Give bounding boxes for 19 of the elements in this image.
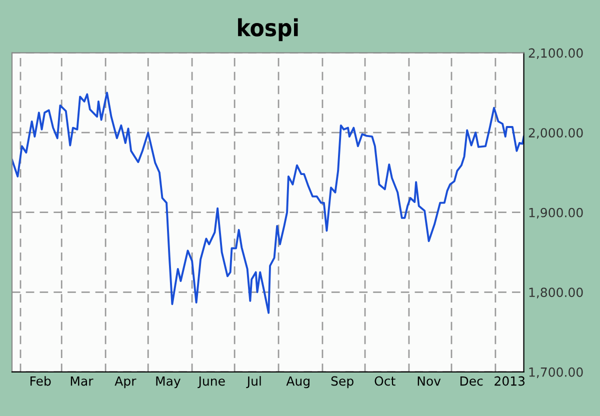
x-tick-label: Dec <box>460 376 483 386</box>
y-tick-label: 1,800.00 <box>529 288 583 298</box>
y-tick-label: 1,700.00 <box>529 367 583 378</box>
x-tick-label: Mar <box>70 376 94 386</box>
y-tick-label: 2,100.00 <box>528 48 583 60</box>
line-series <box>12 92 524 314</box>
x-tick-label: June <box>198 376 225 388</box>
x-tick-label: Jul <box>246 376 261 388</box>
x-tick-label: May <box>156 376 180 388</box>
chart-title: kospi <box>238 18 298 42</box>
x-tick-label: Nov <box>418 376 441 386</box>
x-tick-label: Oct <box>374 376 396 386</box>
x-tick-label: Apr <box>114 376 136 388</box>
x-tick-label: 2013 <box>494 376 525 386</box>
y-tick-label: 1,900.00 <box>529 208 583 219</box>
y-tick-label: 2,000.00 <box>528 128 583 139</box>
x-tick-label: Sep <box>331 376 354 388</box>
x-tick-label: Feb <box>30 376 51 386</box>
x-tick-label: Aug <box>286 376 310 388</box>
